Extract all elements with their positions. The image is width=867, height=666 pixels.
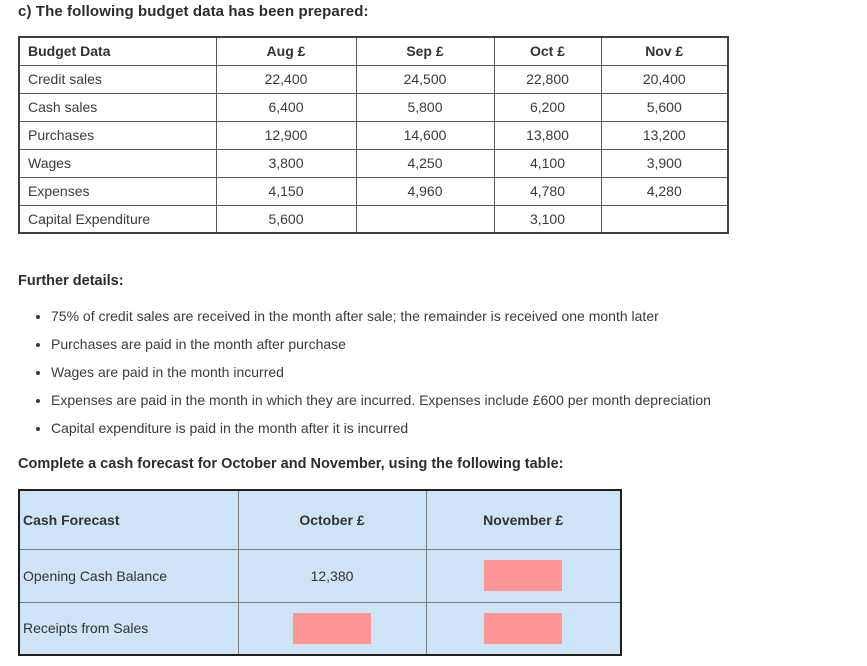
cell-aug: 4,150: [215, 176, 357, 206]
cell-opening-balance-october: 12,380: [237, 548, 427, 603]
table-row-wages: Wages 3,800 4,250 4,100 3,900: [18, 148, 729, 178]
budget-header-row: Budget Data Aug £ Sep £ Oct £ Nov £: [18, 36, 729, 66]
budget-data-table: Budget Data Aug £ Sep £ Oct £ Nov £ Cred…: [18, 36, 729, 234]
table-row-purchases: Purchases 12,900 14,600 13,800 13,200: [18, 120, 729, 150]
row-label: Wages: [18, 148, 217, 178]
list-item-expenses-rule: Expenses are paid in the month in which …: [51, 392, 867, 409]
cell-aug: 22,400: [215, 64, 357, 94]
answer-input-box-receipts-november[interactable]: [484, 612, 563, 644]
cell-nov: 13,200: [600, 120, 729, 150]
cash-forecast-table: Cash Forecast October £ November £ Openi…: [18, 489, 622, 656]
budget-header-nov: Nov £: [600, 36, 729, 66]
task-instruction: Complete a cash forecast for October and…: [18, 456, 564, 472]
table-row-credit-sales: Credit sales 22,400 24,500 22,800 20,400: [18, 64, 729, 94]
cell-aug: 3,800: [215, 148, 357, 178]
further-details-heading: Further details:: [18, 273, 124, 289]
cell-sep: [355, 204, 495, 234]
forecast-header-label: Cash Forecast: [18, 489, 239, 550]
cell-nov: 5,600: [600, 92, 729, 122]
row-label: Capital Expenditure: [18, 204, 217, 234]
budget-header-oct: Oct £: [493, 36, 602, 66]
list-item-purchases-rule: Purchases are paid in the month after pu…: [51, 336, 867, 353]
list-item-wages-rule: Wages are paid in the month incurred: [51, 364, 867, 381]
cell-nov: 3,900: [600, 148, 729, 178]
row-label: Receipts from Sales: [18, 601, 239, 656]
cell-nov: 20,400: [600, 64, 729, 94]
table-row-capital-expenditure: Capital Expenditure 5,600 3,100: [18, 204, 729, 234]
further-details-list: 75% of credit sales are received in the …: [18, 308, 867, 437]
row-label: Expenses: [18, 176, 217, 206]
forecast-header-october: October £: [237, 489, 427, 550]
cell-nov: [600, 204, 729, 234]
answer-input-box-receipts-october[interactable]: [293, 612, 371, 644]
list-item-capital-expenditure-rule: Capital expenditure is paid in the month…: [51, 420, 867, 437]
row-label: Opening Cash Balance: [18, 548, 239, 603]
table-row-opening-cash-balance: Opening Cash Balance 12,380: [18, 548, 622, 603]
budget-header-label: Budget Data: [18, 36, 217, 66]
cell-receipts-october: [237, 601, 427, 656]
cell-sep: 4,960: [355, 176, 495, 206]
cell-aug: 12,900: [215, 120, 357, 150]
row-label: Cash sales: [18, 92, 217, 122]
cell-oct: 4,780: [493, 176, 602, 206]
budget-header-sep: Sep £: [355, 36, 495, 66]
table-row-cash-sales: Cash sales 6,400 5,800 6,200 5,600: [18, 92, 729, 122]
page-title: c) The following budget data has been pr…: [18, 3, 369, 20]
cell-sep: 14,600: [355, 120, 495, 150]
answer-input-box-opening-balance-november[interactable]: [484, 560, 563, 591]
cell-sep: 4,250: [355, 148, 495, 178]
cell-oct: 22,800: [493, 64, 602, 94]
cell-aug: 6,400: [215, 92, 357, 122]
cell-oct: 6,200: [493, 92, 602, 122]
cell-oct: 13,800: [493, 120, 602, 150]
cell-oct: 4,100: [493, 148, 602, 178]
cell-receipts-november: [425, 601, 622, 656]
cell-opening-balance-november: [425, 548, 622, 603]
list-item-credit-sales-rule: 75% of credit sales are received in the …: [51, 308, 867, 325]
forecast-header-row: Cash Forecast October £ November £: [18, 489, 622, 550]
budget-header-aug: Aug £: [215, 36, 357, 66]
table-row-expenses: Expenses 4,150 4,960 4,780 4,280: [18, 176, 729, 206]
table-row-receipts-from-sales: Receipts from Sales: [18, 601, 622, 656]
cell-oct: 3,100: [493, 204, 602, 234]
cell-sep: 24,500: [355, 64, 495, 94]
cell-nov: 4,280: [600, 176, 729, 206]
row-label: Credit sales: [18, 64, 217, 94]
cell-sep: 5,800: [355, 92, 495, 122]
cell-aug: 5,600: [215, 204, 357, 234]
row-label: Purchases: [18, 120, 217, 150]
forecast-header-november: November £: [425, 489, 622, 550]
